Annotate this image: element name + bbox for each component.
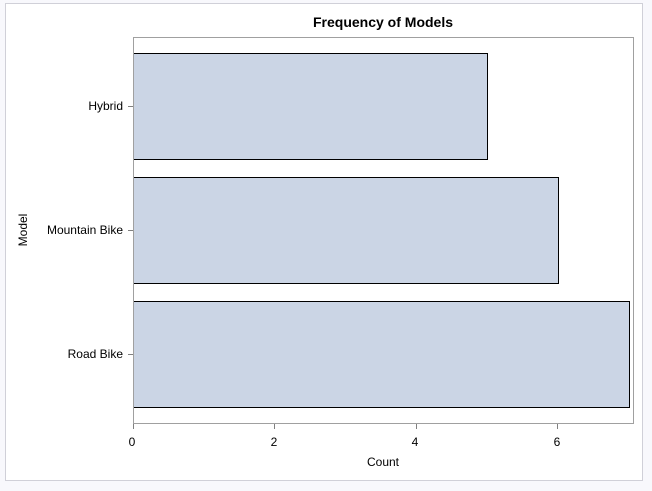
- x-axis-title: Count: [366, 455, 400, 469]
- y-tick-road-bike: [128, 354, 133, 355]
- y-label-mountain-bike: Mountain Bike: [46, 223, 123, 237]
- plot-area: [133, 37, 634, 424]
- x-tick-2: [274, 424, 275, 429]
- y-label-hybrid: Hybrid: [88, 99, 123, 113]
- chart-title: Frequency of Models: [312, 14, 454, 30]
- bar-mountain-bike: [134, 177, 559, 284]
- bar-hybrid: [134, 53, 488, 160]
- x-label-2: 2: [270, 435, 278, 449]
- y-tick-hybrid: [128, 106, 133, 107]
- x-label-6: 6: [553, 435, 561, 449]
- x-tick-6: [557, 424, 558, 429]
- y-label-road-bike: Road Bike: [67, 347, 123, 361]
- y-axis-title: Model: [16, 213, 30, 247]
- bar-road-bike: [134, 301, 630, 408]
- y-tick-mountain-bike: [128, 230, 133, 231]
- x-tick-0: [133, 424, 134, 429]
- x-tick-4: [416, 424, 417, 429]
- x-label-0: 0: [128, 435, 136, 449]
- x-label-4: 4: [411, 435, 419, 449]
